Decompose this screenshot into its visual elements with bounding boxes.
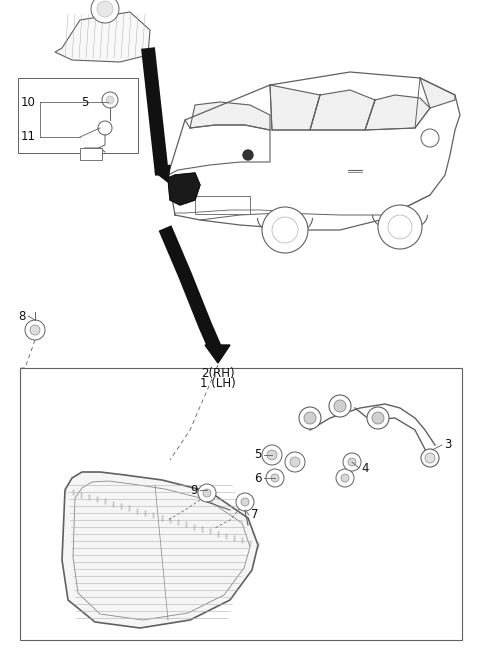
Circle shape <box>272 217 298 243</box>
Polygon shape <box>62 472 258 628</box>
Text: 3: 3 <box>444 439 452 452</box>
Circle shape <box>348 458 356 466</box>
Circle shape <box>341 474 349 482</box>
Polygon shape <box>310 90 375 130</box>
Text: 5: 5 <box>81 96 89 109</box>
Circle shape <box>267 450 277 460</box>
Circle shape <box>388 215 412 239</box>
Circle shape <box>334 400 346 412</box>
Polygon shape <box>155 165 170 182</box>
Circle shape <box>198 484 216 502</box>
Circle shape <box>285 452 305 472</box>
Circle shape <box>367 407 389 429</box>
Circle shape <box>236 493 254 511</box>
Circle shape <box>421 449 439 467</box>
Text: 10: 10 <box>21 96 36 109</box>
Bar <box>80 148 102 160</box>
Circle shape <box>262 207 308 253</box>
Circle shape <box>425 453 435 463</box>
Circle shape <box>329 395 351 417</box>
Bar <box>18 78 138 153</box>
Circle shape <box>203 489 211 497</box>
Circle shape <box>266 469 284 487</box>
Circle shape <box>290 457 300 467</box>
Text: 7: 7 <box>251 508 259 521</box>
Circle shape <box>262 445 282 465</box>
Circle shape <box>98 121 112 135</box>
Text: 4: 4 <box>361 462 369 475</box>
Circle shape <box>91 0 119 23</box>
Bar <box>20 368 462 640</box>
Circle shape <box>343 453 361 471</box>
Text: 8: 8 <box>18 309 26 322</box>
Circle shape <box>304 412 316 424</box>
Circle shape <box>97 1 113 17</box>
Circle shape <box>106 96 114 104</box>
Circle shape <box>30 325 40 335</box>
Circle shape <box>421 129 439 147</box>
Polygon shape <box>365 95 430 130</box>
Circle shape <box>243 150 253 160</box>
Circle shape <box>102 92 118 108</box>
Circle shape <box>25 320 45 340</box>
Text: 2(RH): 2(RH) <box>201 367 235 380</box>
Circle shape <box>241 498 249 506</box>
Polygon shape <box>168 173 200 205</box>
Polygon shape <box>205 345 230 363</box>
Polygon shape <box>420 78 455 108</box>
Text: 11: 11 <box>21 130 36 143</box>
Text: 6: 6 <box>254 471 262 484</box>
Circle shape <box>378 205 422 249</box>
Polygon shape <box>270 85 320 130</box>
Circle shape <box>271 474 279 482</box>
Text: 5: 5 <box>254 449 262 462</box>
Bar <box>195 196 250 214</box>
Text: 9: 9 <box>190 484 198 497</box>
Polygon shape <box>55 12 150 62</box>
Circle shape <box>372 412 384 424</box>
Text: 1 (LH): 1 (LH) <box>200 378 236 391</box>
Circle shape <box>299 407 321 429</box>
Polygon shape <box>190 102 270 130</box>
Circle shape <box>336 469 354 487</box>
